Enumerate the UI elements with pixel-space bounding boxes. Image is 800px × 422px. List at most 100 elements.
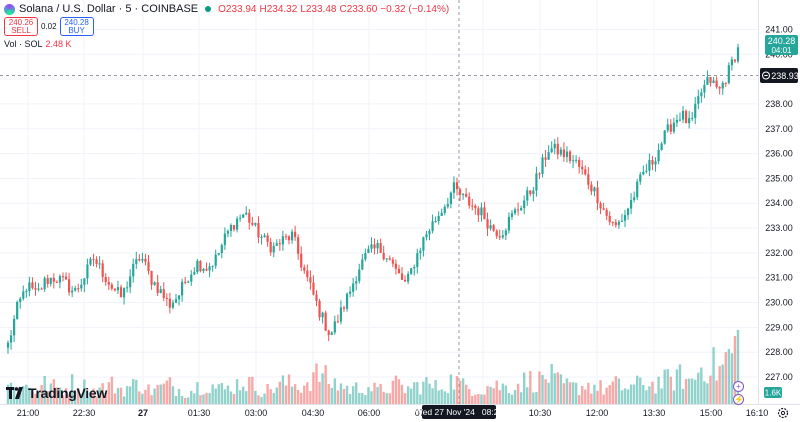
volume-bar <box>153 388 156 404</box>
candle-body <box>159 289 162 294</box>
candle-body <box>526 190 529 201</box>
volume-bar <box>406 386 410 404</box>
volume-bar <box>605 387 608 404</box>
add-plus-button[interactable]: + <box>733 381 744 392</box>
volume-bar <box>229 391 233 404</box>
volume-bar <box>168 377 172 404</box>
candle-body <box>654 161 657 165</box>
candle-body <box>345 293 349 309</box>
ohlc-open: O233.94 <box>218 3 257 15</box>
sell-button[interactable]: 240.26 SELL <box>4 17 38 36</box>
candle-body <box>547 152 550 160</box>
bolt-icon[interactable]: ⚡ <box>733 394 744 405</box>
candle-body <box>37 288 40 290</box>
candle-body <box>110 284 113 289</box>
current-price-badge <box>765 35 798 55</box>
volume-legend[interactable]: Vol · SOL 2.48 K <box>4 39 72 49</box>
volume-bar <box>547 382 550 404</box>
candle-body <box>510 213 514 217</box>
volume-bar <box>144 389 147 404</box>
volume-bar <box>245 391 248 404</box>
volume-bar <box>355 382 358 404</box>
volume-bar <box>529 370 532 404</box>
buy-button[interactable]: 240.28 BUY <box>59 17 94 36</box>
candle-body <box>492 225 495 231</box>
volume-bar <box>648 386 651 404</box>
volume-bar <box>632 384 636 404</box>
crosshair-menu-icon[interactable] <box>762 71 770 80</box>
volume-bar <box>376 387 379 404</box>
volume-bar <box>272 392 275 404</box>
volume-bar <box>400 384 404 404</box>
time-tick-label: 22:30 <box>73 408 96 418</box>
candle-body <box>61 276 65 278</box>
time-tick-label: 06:00 <box>358 408 381 418</box>
candle-body <box>407 273 410 282</box>
volume-bar <box>492 388 495 404</box>
volume-bar <box>281 375 285 404</box>
symbol-title[interactable]: Solana / U.S. Dollar · 5 · COINBASE <box>19 3 199 15</box>
gear-icon[interactable] <box>777 407 789 419</box>
ohlc-close: C233.60 <box>339 3 378 15</box>
candle-body <box>623 214 627 221</box>
candle-body <box>709 77 712 83</box>
price-tick-label: 235.00 <box>765 173 793 183</box>
candle-body <box>132 264 135 277</box>
candle-body <box>364 252 367 260</box>
time-tick-label: 15:00 <box>700 408 723 418</box>
volume-bar <box>266 383 269 404</box>
candle-body <box>477 208 480 216</box>
volume-bar <box>70 374 74 404</box>
candle-body <box>617 221 620 225</box>
volume-bar <box>474 394 477 404</box>
candle-body <box>367 248 370 253</box>
candle-body <box>431 221 434 232</box>
candle-body <box>391 259 394 264</box>
candle-body <box>257 223 260 238</box>
candle-body <box>422 237 425 251</box>
candle-body <box>355 281 358 284</box>
volume-bar <box>223 389 227 404</box>
candle-body <box>571 160 575 162</box>
candle-body <box>16 301 19 319</box>
candle-body <box>480 207 483 216</box>
volume-bar <box>180 395 184 404</box>
volume-bar <box>623 388 627 404</box>
candle-body <box>379 243 382 253</box>
candle-body <box>315 294 318 301</box>
volume-bar <box>318 381 321 404</box>
candle-body <box>611 221 614 223</box>
candle-body <box>437 215 440 222</box>
volume-bar <box>434 380 437 404</box>
candle-body <box>593 187 596 192</box>
volume-bar <box>385 393 388 404</box>
candle-body <box>263 235 266 238</box>
candle-body <box>507 216 511 231</box>
crosshair-price-label: 238.93 <box>771 71 799 81</box>
candle-body <box>153 282 156 285</box>
candle-body <box>275 243 278 246</box>
volume-bar <box>373 382 376 404</box>
volume-bar <box>309 391 312 404</box>
candle-body <box>294 231 297 238</box>
volume-bar <box>419 394 422 404</box>
volume-bar <box>251 376 254 404</box>
candle-body <box>559 149 562 155</box>
candle-body <box>642 171 645 175</box>
volume-bar <box>211 384 214 404</box>
volume-bar <box>260 396 263 404</box>
candle-body <box>550 148 553 153</box>
volume-bar <box>666 369 669 404</box>
volume-bar <box>345 385 349 404</box>
candle-body <box>541 157 544 174</box>
volume-bar <box>657 376 660 404</box>
volume-bar <box>522 372 526 404</box>
tradingview-logo[interactable]: TradingView <box>6 385 107 401</box>
volume-bar <box>590 393 593 404</box>
candle-body <box>736 47 740 62</box>
candle-body <box>562 149 565 157</box>
volume-bar <box>162 383 165 404</box>
candle-body <box>22 291 25 299</box>
candle-body <box>333 321 336 333</box>
